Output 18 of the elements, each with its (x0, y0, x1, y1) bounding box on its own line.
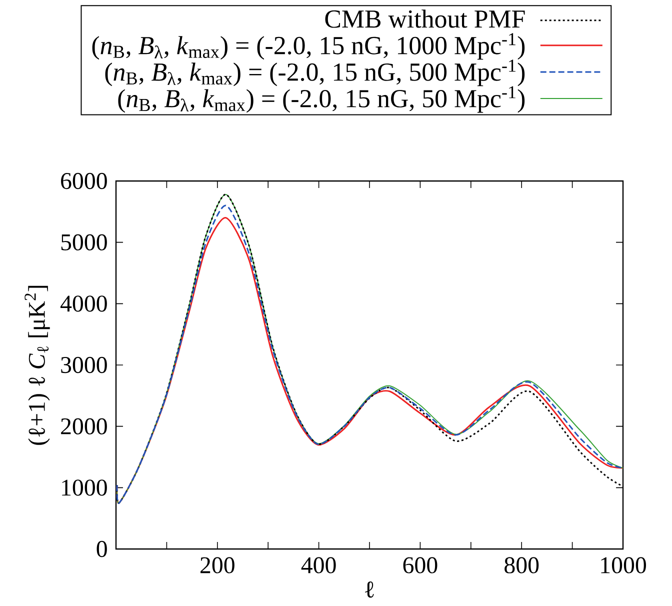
text: (n$_{B}$, B$_{λ}$, k$_{max}$) = (-2.0, 15 nG, 50 Mpc$^{-1}$) (118, 86, 525, 113)
y-tick-label: 6000 (61, 172, 107, 190)
legend-label: CMB without PMF (325, 10, 525, 28)
x-axis-title: ℓ (365, 581, 374, 598)
x-tick-label: 600 (403, 557, 438, 574)
text: (n$_{B}$, B$_{λ}$, k$_{max}$) = (-2.0, 15 nG, 1000 Mpc$^{-1}$) (92, 33, 525, 60)
x-tick-label: 1000 (601, 557, 646, 574)
y-tick-label: 0 (96, 540, 107, 558)
text: (n$_{B}$, B$_{λ}$, k$_{max}$) = (-2.0, 15 nG, 500 Mpc$^{-1}$) (105, 60, 525, 86)
x-tick-label: 800 (504, 557, 539, 574)
y-tick-label: 3000 (61, 356, 107, 374)
y-tick-label: 5000 (61, 234, 107, 250)
x-tick-label: 200 (200, 557, 234, 574)
y-tick-label: 1000 (62, 480, 107, 496)
y-tick-label: 2000 (61, 418, 107, 434)
y-axis-title: (ℓ+1) ℓ C$_{ℓ}$ [μK$^{2}$] (24, 286, 50, 445)
x-tick-label: 400 (301, 557, 336, 574)
y-tick-label: 4000 (60, 296, 107, 312)
